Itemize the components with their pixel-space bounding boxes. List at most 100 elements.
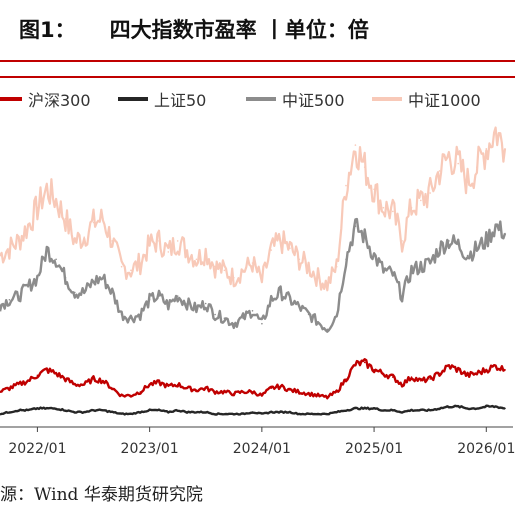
legend-label-zz1000: 中证1000	[408, 91, 481, 110]
data-point	[55, 258, 57, 261]
data-point	[448, 155, 450, 157]
data-point	[335, 411, 338, 413]
data-point	[307, 265, 310, 268]
data-point	[102, 409, 104, 412]
data-point	[92, 378, 95, 380]
data-point	[504, 369, 506, 371]
legend-item-hs300: 沪深300	[0, 86, 91, 112]
legend-item-sz50: 上证50	[118, 86, 206, 112]
data-point	[214, 391, 216, 393]
data-point	[8, 299, 11, 301]
data-point	[158, 295, 160, 297]
data-point	[17, 240, 20, 242]
data-point	[438, 247, 441, 249]
data-point	[261, 394, 263, 397]
data-point	[242, 269, 244, 272]
data-point	[438, 407, 441, 410]
data-point	[289, 411, 291, 413]
data-point	[130, 394, 132, 397]
data-point	[36, 407, 39, 410]
data-point	[401, 411, 403, 413]
data-point	[448, 365, 450, 367]
data-point	[242, 317, 244, 320]
data-point	[420, 199, 422, 202]
data-point	[111, 240, 113, 242]
x-tick-label: 2023/01	[121, 441, 179, 457]
data-point	[251, 262, 254, 264]
data-point	[46, 407, 48, 410]
data-point	[494, 225, 497, 227]
data-point	[36, 276, 39, 279]
data-point	[392, 409, 394, 412]
data-point	[139, 411, 142, 413]
data-point	[130, 317, 132, 320]
data-point	[261, 322, 263, 325]
data-point	[46, 188, 48, 191]
data-point	[429, 192, 432, 194]
data-point	[64, 409, 67, 412]
data-point	[139, 391, 142, 393]
data-point	[326, 328, 329, 331]
data-point	[410, 376, 413, 378]
data-point	[382, 372, 385, 375]
data-point	[55, 199, 57, 202]
data-point	[289, 247, 291, 249]
data-point	[83, 291, 85, 294]
data-point	[0, 254, 1, 257]
data-point	[354, 407, 357, 410]
x-tick-label: 2026/01	[457, 441, 515, 457]
x-tick-label: 2025/01	[345, 441, 403, 457]
data-point	[317, 413, 319, 415]
legend-swatch-zz500	[246, 97, 276, 101]
data-point	[74, 383, 76, 386]
data-point	[92, 221, 95, 224]
data-point	[186, 302, 188, 305]
data-point	[55, 372, 57, 375]
data-point	[279, 240, 282, 242]
data-point	[317, 321, 319, 323]
data-point	[373, 407, 375, 410]
data-point	[195, 411, 198, 413]
data-point	[345, 378, 347, 380]
data-point	[92, 409, 95, 412]
data-point	[401, 240, 403, 242]
data-point	[261, 280, 263, 283]
data-point	[167, 385, 170, 388]
data-point	[307, 313, 310, 316]
data-point	[102, 380, 104, 382]
figure-number: 图1：	[19, 18, 76, 42]
x-tick-label: 2022/01	[8, 441, 66, 457]
data-point	[195, 389, 198, 391]
data-point	[335, 313, 338, 316]
data-point	[83, 383, 85, 386]
data-point	[186, 387, 188, 390]
data-point	[307, 392, 310, 395]
data-point	[448, 240, 450, 242]
data-point	[233, 413, 235, 415]
data-point	[504, 148, 506, 150]
data-point	[476, 247, 478, 249]
legend-label-sz50: 上证50	[154, 91, 207, 110]
data-point	[298, 258, 301, 261]
data-point	[167, 251, 170, 253]
data-point	[382, 206, 385, 209]
data-point	[345, 409, 347, 412]
data-point	[36, 206, 39, 209]
x-tick-label: 2024/01	[233, 441, 291, 457]
data-point	[466, 181, 469, 183]
data-point	[64, 276, 67, 279]
data-point	[223, 413, 226, 415]
legend: 沪深300 上证50 中证500 中证1000	[0, 86, 515, 112]
data-point	[485, 405, 488, 408]
series-line-4	[0, 126, 507, 292]
data-point	[485, 369, 488, 371]
data-point	[354, 363, 357, 366]
data-point	[279, 291, 282, 294]
legend-label-zz500: 中证500	[282, 91, 345, 110]
data-point	[27, 286, 29, 288]
source-note: 源：Wind 华泰期货研究院	[0, 485, 203, 505]
data-point	[74, 291, 76, 294]
top-rule	[0, 60, 515, 62]
data-point	[204, 411, 207, 413]
chart-top-rule	[0, 76, 515, 78]
